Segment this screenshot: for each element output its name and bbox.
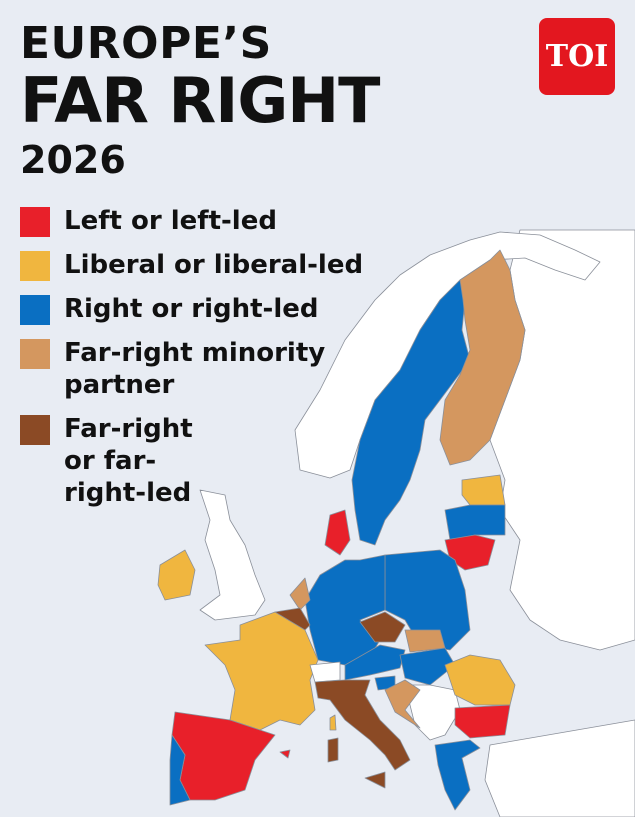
legend-swatch: [20, 415, 50, 445]
legend-item: Far-right or far-right-led: [20, 413, 363, 509]
uk: [199, 489, 266, 621]
legend-label: Liberal or liberal-led: [64, 250, 364, 280]
legend-swatch: [20, 339, 50, 369]
ireland: [157, 549, 196, 601]
legend-swatch: [20, 295, 50, 325]
legend-swatch: [20, 251, 50, 281]
czechia: [359, 611, 406, 643]
sweden: [351, 279, 471, 546]
legend-label: Left or left-led: [64, 206, 277, 236]
balearics: [279, 749, 291, 759]
legend-swatch: [20, 207, 50, 237]
greece: [434, 739, 481, 811]
finland: [439, 249, 526, 466]
logo: TOI: [539, 18, 615, 95]
year: 2026: [20, 138, 126, 182]
netherlands: [289, 577, 311, 611]
corsica: [329, 714, 337, 731]
france: [204, 611, 319, 731]
legend-label: Right or right-led: [64, 294, 319, 324]
bulgaria: [454, 704, 511, 739]
legend-label: Far-right or far-right-led: [64, 414, 193, 508]
title-line: FAR RIGHT: [20, 64, 380, 137]
legend: Left or left-led Liberal or liberal-led Ri…: [20, 205, 363, 521]
romania: [444, 654, 516, 706]
italy: [314, 679, 411, 771]
estonia: [461, 474, 506, 506]
legend-item: Far-right minority partner: [20, 337, 363, 401]
sardinia: [327, 737, 339, 763]
turkey: [484, 719, 635, 817]
denmark: [324, 509, 351, 556]
hungary: [399, 647, 456, 686]
legend-item: Right or right-led: [20, 293, 363, 325]
title-line: EUROPE’S: [20, 18, 272, 69]
legend-item: Liberal or liberal-led: [20, 249, 363, 281]
portugal: [169, 734, 191, 806]
sicily: [364, 771, 386, 789]
croatia: [384, 679, 421, 729]
poland: [384, 549, 471, 651]
legend-label: Far-right minority partner: [64, 338, 326, 400]
legend-item: Left or left-led: [20, 205, 363, 237]
switzerland: [309, 661, 341, 683]
germany: [304, 554, 386, 666]
